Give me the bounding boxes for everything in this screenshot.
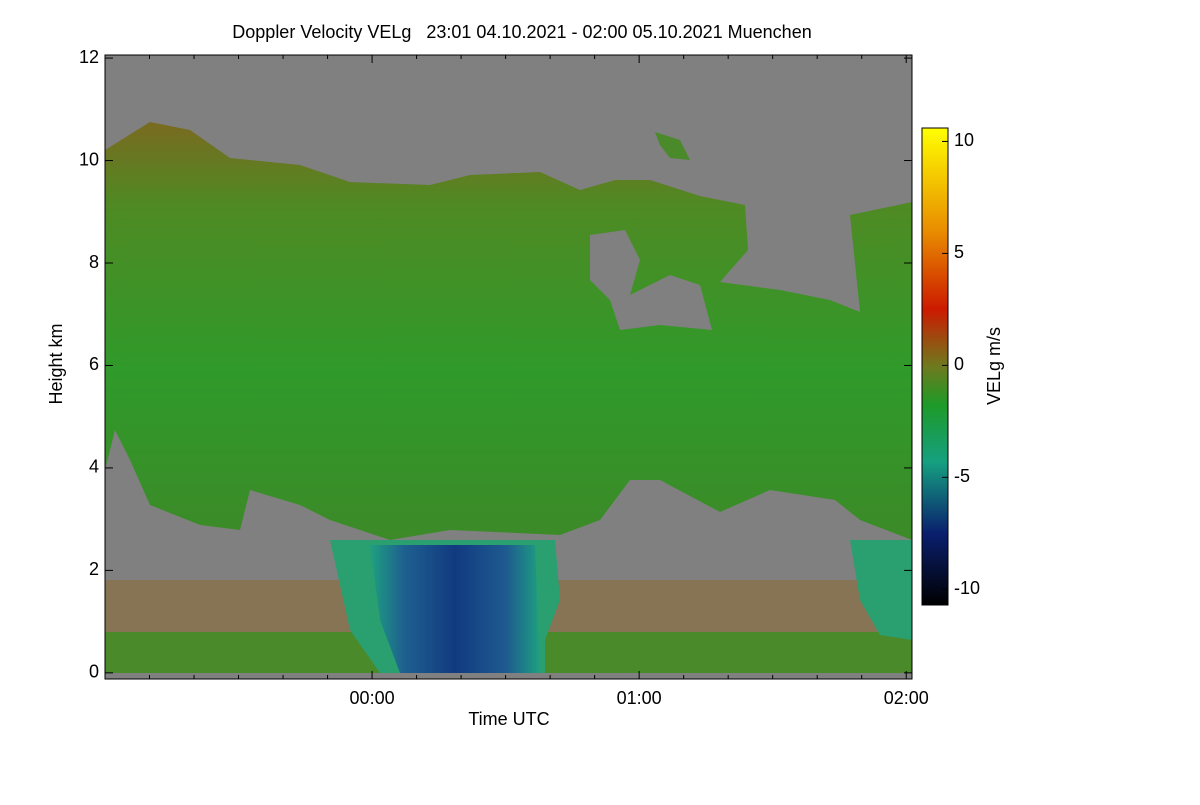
y-tick-label: 2	[89, 559, 99, 579]
colorbar-tick-label: 5	[954, 242, 964, 262]
velocity-field	[105, 55, 912, 679]
colorbar-tick-label: -5	[954, 466, 970, 486]
x-tick-label: 01:00	[617, 688, 662, 708]
colorbar-tick-label: 10	[954, 130, 974, 150]
colorbar	[921, 127, 949, 606]
y-tick-label: 10	[79, 149, 99, 169]
y-tick-label: 8	[89, 252, 99, 272]
colorbar-label: VELg m/s	[984, 327, 1004, 405]
x-tick-label: 02:00	[884, 688, 929, 708]
plot-frame	[104, 54, 913, 680]
chart-title: Doppler Velocity VELg 23:01 04.10.2021 -…	[232, 22, 811, 42]
y-tick-label: 4	[89, 457, 99, 477]
x-tick-label: 00:00	[350, 688, 395, 708]
y-tick-label: 12	[79, 47, 99, 67]
colorbar-tick-label: 0	[954, 354, 964, 374]
colorbar-tick-label: -10	[954, 578, 980, 598]
y-axis-label: Height km	[46, 323, 66, 404]
x-axis-label: Time UTC	[468, 709, 549, 729]
y-tick-label: 6	[89, 354, 99, 374]
y-tick-label: 0	[89, 662, 99, 682]
